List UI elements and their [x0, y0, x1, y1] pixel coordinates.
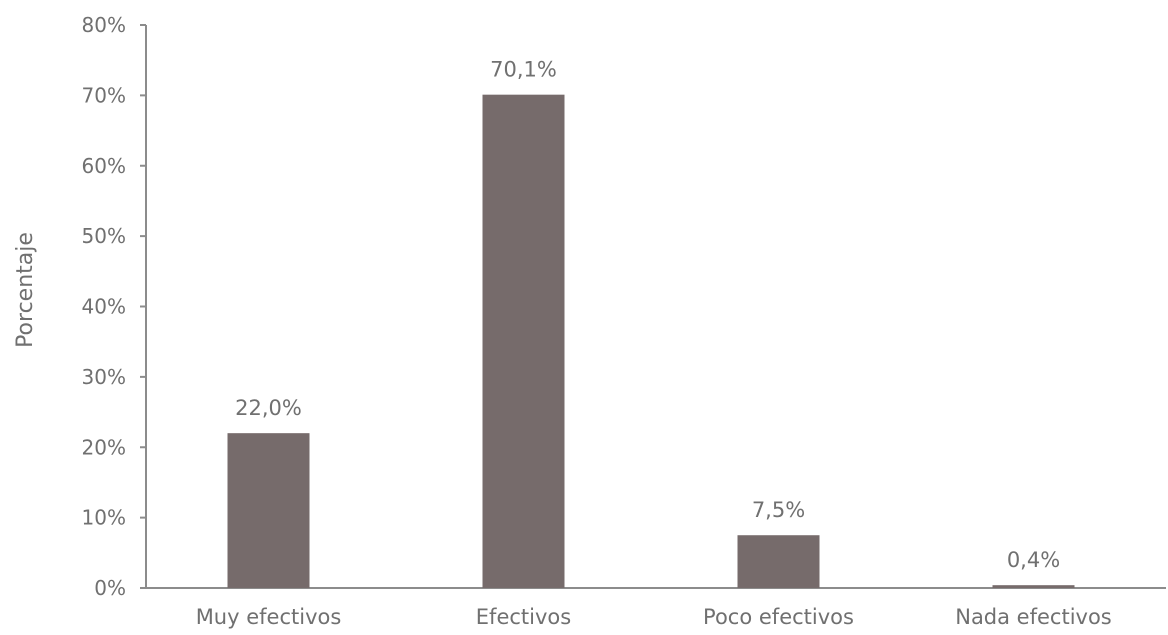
data-label: 22,0%	[235, 396, 302, 420]
bar-muy-efectivos	[227, 433, 310, 588]
x-axis-categories: Muy efectivos Efectivos Poco efectivos Nada…	[196, 605, 1112, 629]
y-tick-label: 60%	[82, 154, 126, 178]
data-label: 0,4%	[1007, 548, 1060, 572]
x-category-label: Efectivos	[476, 605, 571, 629]
y-axis-title: Porcentaje	[13, 232, 38, 348]
y-tick-label: 80%	[82, 13, 126, 37]
x-category-label: Poco efectivos	[703, 605, 854, 629]
bar-poco-efectivos	[737, 535, 820, 588]
data-label: 7,5%	[752, 498, 805, 522]
data-labels: 22,0% 70,1% 7,5% 0,4%	[235, 58, 1060, 573]
x-category-label: Muy efectivos	[196, 605, 342, 629]
y-tick-label: 20%	[82, 435, 126, 459]
data-label: 70,1%	[490, 58, 557, 82]
y-tick-label: 50%	[82, 224, 126, 248]
bar-nada-efectivos	[992, 585, 1075, 588]
y-axis-ticks: 0% 10% 20% 30% 40% 50% 60% 70% 80%	[82, 13, 146, 600]
y-tick-label: 70%	[82, 83, 126, 107]
bar-efectivos	[482, 94, 565, 588]
bars	[227, 94, 1075, 588]
y-tick-label: 30%	[82, 365, 126, 389]
y-tick-label: 40%	[82, 295, 126, 319]
y-tick-label: 0%	[94, 576, 126, 600]
y-tick-label: 10%	[82, 506, 126, 530]
x-category-label: Nada efectivos	[955, 605, 1112, 629]
